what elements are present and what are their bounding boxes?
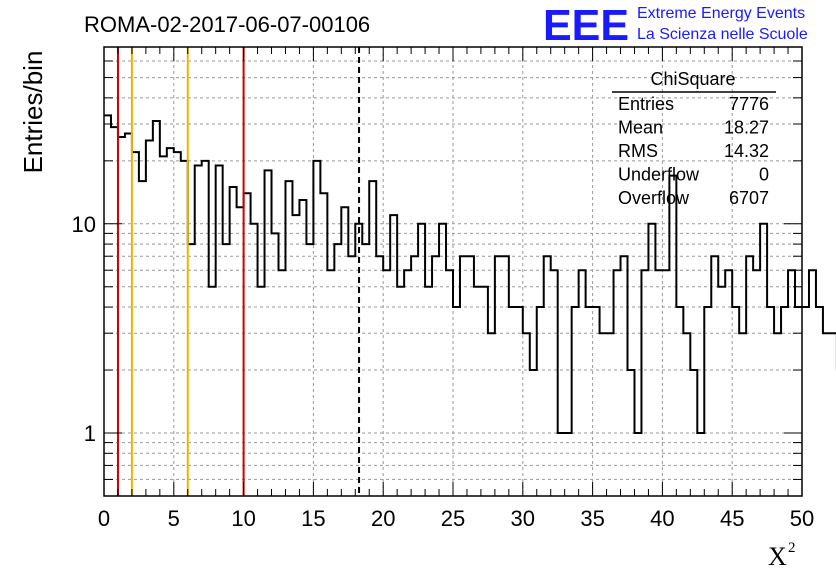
histogram-outline: [104, 114, 836, 435]
chart-title: ROMA-02-2017-06-07-00106: [84, 12, 370, 37]
stats-box: ChiSquare Entries 7776 Mean 18.27 RMS 14.32 Un…: [612, 69, 776, 208]
stats-value: 7776: [729, 94, 769, 114]
x-tick-label: 50: [790, 506, 814, 531]
stats-label: RMS: [618, 141, 658, 161]
histogram: [104, 114, 836, 435]
x-tick-label: 10: [231, 506, 255, 531]
x-tick-label: 25: [441, 506, 465, 531]
y-axis-label: Entries/bin: [18, 51, 48, 174]
x-axis-label-superscript: 2: [788, 540, 796, 556]
stats-label: Overflow: [618, 188, 690, 208]
stats-label: Underflow: [618, 165, 700, 185]
x-axis-label-main: X: [768, 542, 787, 571]
stats-value: 6707: [729, 188, 769, 208]
reference-lines: [116, 47, 361, 496]
stats-title: ChiSquare: [650, 69, 735, 89]
eee-logo: EEE: [543, 1, 629, 50]
x-tick-label: 15: [301, 506, 325, 531]
x-tick-label: 0: [98, 506, 110, 531]
logo-line-1: Extreme Energy Events: [637, 5, 805, 22]
stats-label: Entries: [618, 94, 674, 114]
stats-value: 14.32: [724, 141, 769, 161]
x-tick-label: 45: [720, 506, 744, 531]
y-tick-label: 10: [72, 212, 96, 237]
axis-ticks: [103, 46, 803, 497]
x-tick-label: 30: [511, 506, 535, 531]
x-tick-label: 20: [371, 506, 395, 531]
x-axis-label: X 2: [768, 540, 796, 571]
logo-line-2: La Scienza nelle Scuole: [637, 26, 808, 43]
stats-value: 0: [759, 165, 769, 185]
x-tick-label: 40: [650, 506, 674, 531]
tick-labels: 0 5 10 15 20 25 30 35 40 45 50 1 10: [72, 212, 815, 531]
x-tick-label: 35: [580, 506, 604, 531]
stats-value: 18.27: [724, 118, 769, 138]
x-tick-label: 5: [168, 506, 180, 531]
stats-label: Mean: [618, 118, 663, 138]
y-tick-label: 1: [84, 421, 96, 446]
